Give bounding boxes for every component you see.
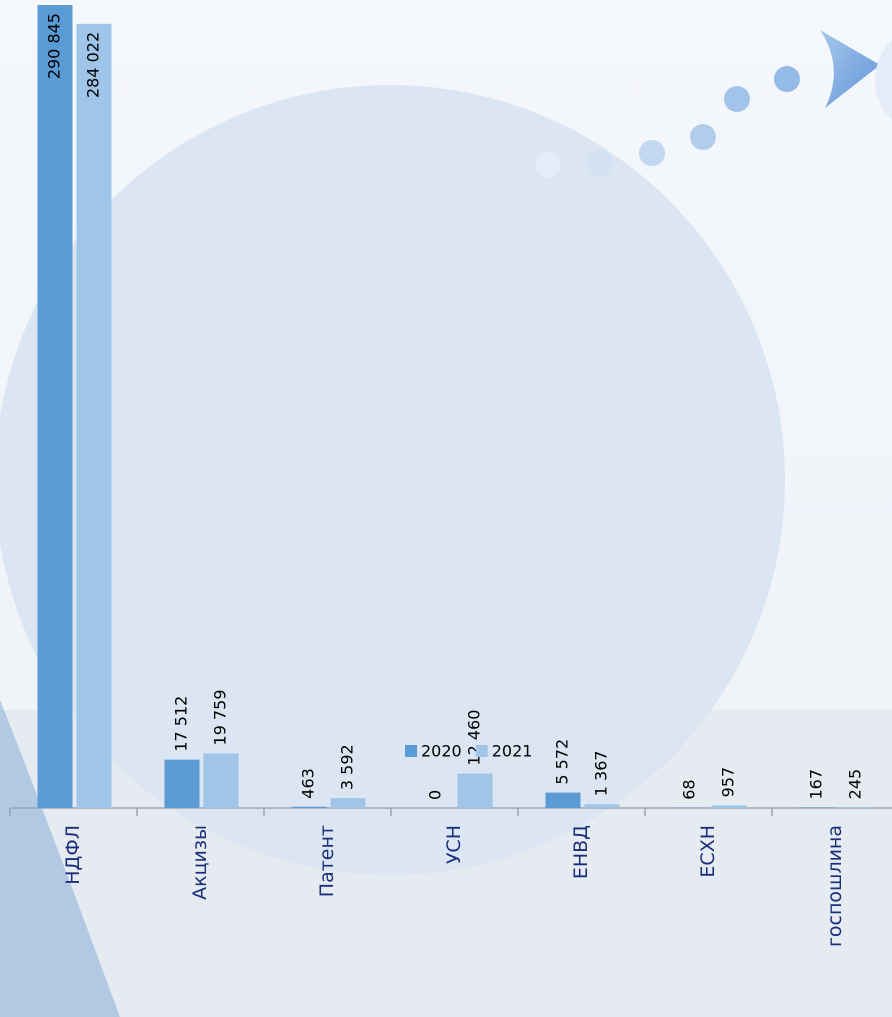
value-label: 17 512 (172, 696, 191, 752)
legend-swatch (405, 745, 417, 757)
value-label: 5 572 (553, 739, 572, 785)
bar (838, 807, 874, 808)
bar (457, 773, 493, 808)
bar (37, 5, 73, 808)
legend-label: 2020 (421, 742, 462, 761)
legend-swatch (475, 745, 488, 757)
value-label: 463 (299, 768, 318, 799)
value-label: 245 (846, 769, 865, 800)
bar (545, 792, 581, 808)
value-label: 68 (680, 779, 699, 799)
bar (203, 753, 239, 808)
bar (76, 23, 112, 808)
value-label: 1 367 (592, 750, 611, 796)
value-label: 957 (719, 767, 738, 798)
x-tick-label: ЕСХН (697, 825, 719, 878)
bar (291, 806, 327, 808)
x-tick-label: НДФЛ (62, 825, 84, 885)
value-label: 284 022 (84, 32, 103, 98)
legend-label: 2021 (492, 742, 533, 761)
value-label: 19 759 (211, 689, 230, 745)
corner-shape (0, 700, 120, 1017)
value-label: 0 (426, 790, 445, 800)
value-label: 12 460 (465, 710, 484, 766)
bar (330, 798, 366, 808)
value-label: 290 845 (45, 13, 64, 79)
x-tick-label: УСН (443, 825, 465, 864)
bar (711, 805, 747, 808)
decor-dots (535, 30, 892, 178)
bar (164, 759, 200, 808)
value-label: 3 592 (338, 744, 357, 790)
decor-circle (0, 85, 785, 875)
bar (584, 804, 620, 808)
x-tick-label: ЕНВД (570, 825, 592, 879)
x-tick-label: Патент (316, 825, 338, 897)
x-tick-label: госпошлина (824, 825, 846, 947)
value-label: 167 (807, 769, 826, 800)
x-tick-label: Акцизы (189, 825, 211, 900)
